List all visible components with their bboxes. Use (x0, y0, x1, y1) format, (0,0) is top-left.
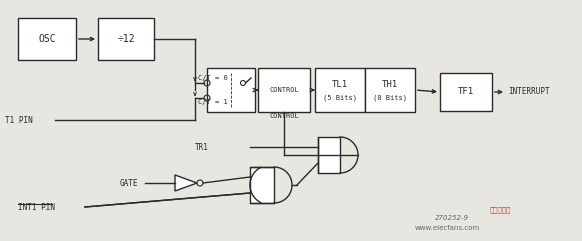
Polygon shape (175, 175, 197, 191)
Text: INTERRUPT: INTERRUPT (508, 87, 549, 96)
Text: 270252-9: 270252-9 (435, 215, 469, 221)
Bar (207, 68, 255, 112)
Text: ÷12: ÷12 (117, 34, 135, 44)
Text: CONTROL: CONTROL (269, 87, 299, 93)
Text: INT1 PIN: INT1 PIN (18, 203, 55, 212)
Text: TR1: TR1 (195, 143, 209, 152)
Bar (98, 18, 154, 60)
Text: GATE: GATE (120, 179, 139, 188)
Text: www.elecfans.com: www.elecfans.com (415, 225, 480, 231)
Bar (315, 68, 365, 112)
Text: CONTROL: CONTROL (269, 113, 299, 119)
Bar (18, 18, 76, 60)
Text: TF1: TF1 (458, 87, 474, 96)
Text: OSC: OSC (38, 34, 56, 44)
Bar (250, 167, 274, 203)
Text: C/T = 1: C/T = 1 (198, 99, 228, 105)
Text: (5 Bits): (5 Bits) (323, 95, 357, 101)
Text: T1 PIN: T1 PIN (5, 116, 33, 125)
Text: 电子发烧友: 电子发烧友 (490, 207, 511, 213)
Text: TL1: TL1 (332, 80, 348, 89)
Bar (258, 68, 310, 112)
Text: C/T = 0: C/T = 0 (198, 75, 228, 81)
Text: (8 Bits): (8 Bits) (373, 95, 407, 101)
Text: TH1: TH1 (382, 80, 398, 89)
Bar (365, 68, 415, 112)
Bar (440, 73, 492, 111)
Bar (318, 137, 340, 173)
